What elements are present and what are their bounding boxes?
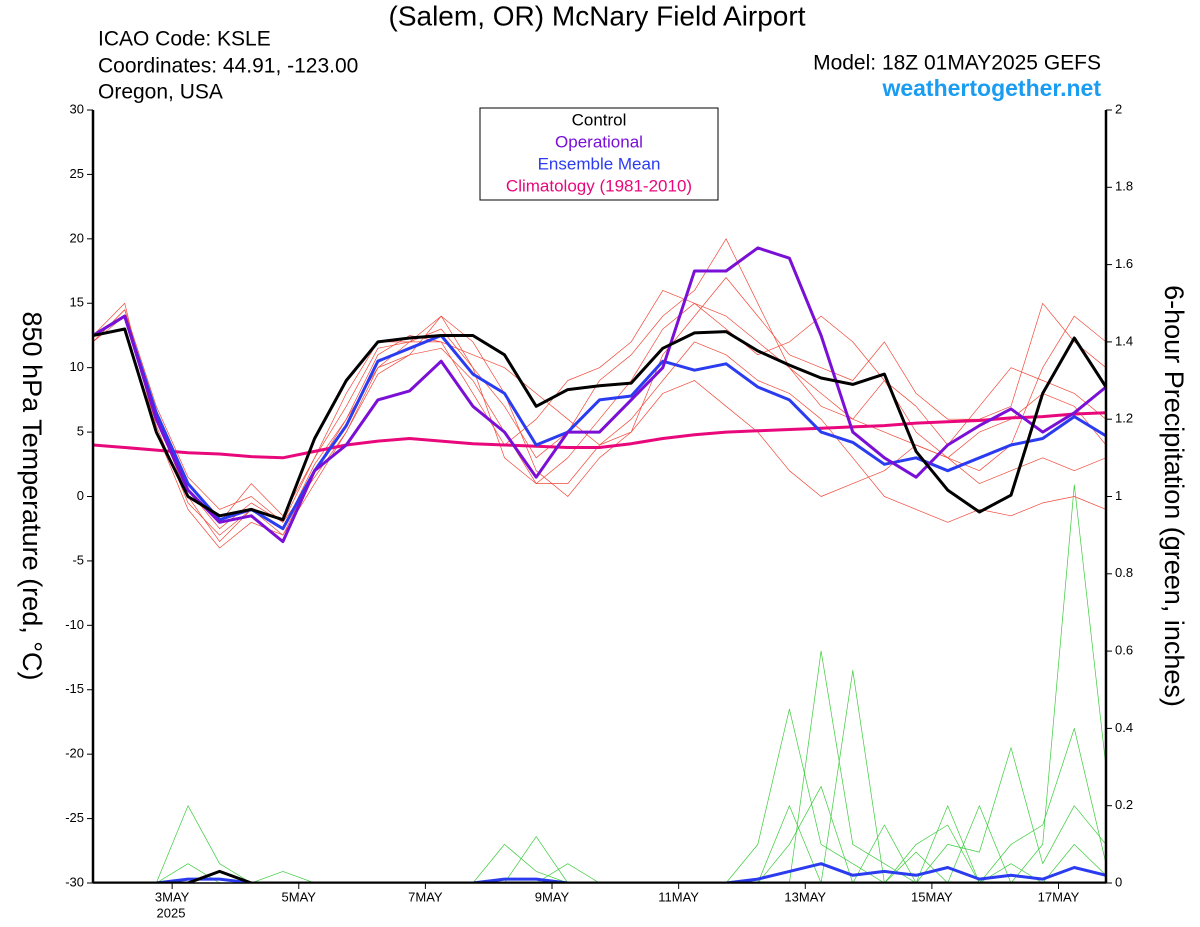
y2-tick-label: 0.6 — [1115, 643, 1133, 658]
x-tick-label: 11MAY — [658, 889, 699, 904]
y-tick-label: 5 — [77, 424, 84, 439]
y-tick-label: 10 — [70, 359, 84, 374]
y-tick-label: -25 — [65, 810, 84, 825]
x-tick-label: 15MAY — [911, 889, 953, 904]
precip-line — [93, 650, 1106, 883]
y-tick-label: 0 — [77, 488, 84, 503]
y2-axis-label: 6-hour Precipitation (green, inches) — [1159, 285, 1189, 707]
x-tick-label: 13MAY — [784, 889, 826, 904]
y-tick-label: 15 — [70, 295, 84, 310]
y-tick-label: 25 — [70, 166, 84, 181]
temp-line — [93, 290, 1106, 523]
temp-line — [93, 246, 1106, 544]
temp-line — [93, 302, 1106, 523]
temp-line — [93, 315, 1106, 536]
y2-tick-label: 0.2 — [1115, 797, 1133, 812]
x-tick-label: 7MAY — [408, 889, 443, 904]
year-label: 2025 — [157, 905, 186, 920]
y-axis-label: 850 hPa Temperature (red, °C) — [17, 312, 47, 681]
y-tick-label: 20 — [70, 230, 84, 245]
temp-line — [93, 314, 1106, 531]
temp-line — [93, 238, 1106, 530]
info-line: ICAO Code: KSLE — [98, 28, 271, 51]
precip-line — [93, 862, 1106, 883]
y-tick-label: -15 — [65, 681, 84, 696]
y-tick-label: -5 — [72, 552, 84, 567]
y2-tick-label: 1.4 — [1115, 333, 1133, 348]
y2-tick-label: 2 — [1115, 101, 1122, 116]
plot-area — [93, 238, 1106, 883]
info-line: Oregon, USA — [98, 81, 223, 104]
y2-tick-label: 1.6 — [1115, 256, 1133, 271]
y2-tick-label: 0.4 — [1115, 720, 1133, 735]
chart-title: (Salem, OR) McNary Field Airport — [389, 0, 806, 31]
y2-tick-label: 1.2 — [1115, 411, 1133, 426]
precip-line — [93, 869, 1106, 883]
legend-entry: Operational — [555, 132, 643, 151]
x-tick-label: 3MAY — [155, 889, 190, 904]
temp-line — [93, 411, 1106, 460]
y2-tick-label: 1.8 — [1115, 179, 1133, 194]
legend-entry: Control — [572, 110, 627, 129]
model-info: Model: 18Z 01MAY2025 GEFS — [813, 52, 1101, 75]
y-tick-label: -30 — [65, 874, 84, 889]
precip-line — [93, 728, 1106, 883]
precip-line — [93, 484, 1106, 883]
x-tick-label: 5MAY — [282, 889, 317, 904]
y2-tick-label: 0.8 — [1115, 565, 1133, 580]
y-tick-label: 30 — [70, 101, 84, 116]
y2-tick-label: 1 — [1115, 488, 1122, 503]
temp-line — [93, 327, 1106, 522]
y-tick-label: -20 — [65, 746, 84, 761]
site-name: weathertogether.net — [881, 75, 1101, 101]
legend-entry: Ensemble Mean — [538, 154, 661, 173]
temp-line — [93, 315, 1106, 542]
y2-tick-label: 0 — [1115, 874, 1122, 889]
legend-box — [479, 107, 719, 201]
legend: Control Operational Ensemble Mean Climatolo… — [479, 107, 719, 201]
precip-line — [93, 708, 1106, 883]
y-tick-label: -10 — [65, 617, 84, 632]
x-tick-label: 17MAY — [1038, 889, 1080, 904]
x-tick-label: 9MAY — [535, 889, 570, 904]
info-line: Coordinates: 44.91, -123.00 — [98, 55, 358, 78]
temp-line — [93, 277, 1106, 549]
legend-entry: Climatology (1981-2010) — [506, 176, 692, 195]
